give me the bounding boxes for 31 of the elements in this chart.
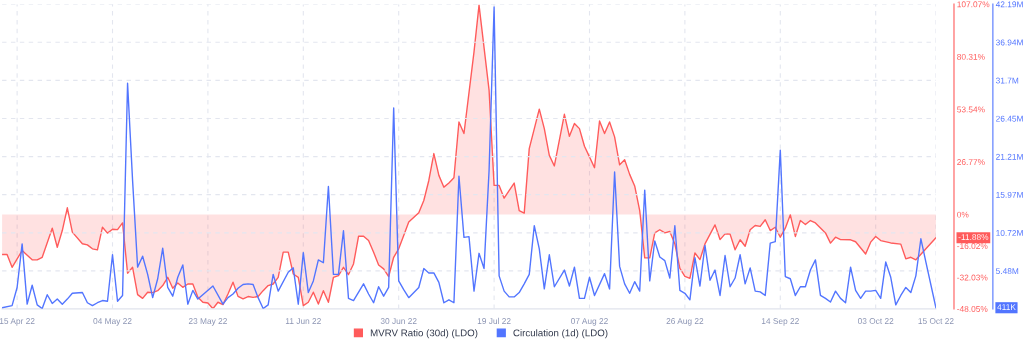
y-tick-label: -32.03% [957,274,988,281]
legend-label: Circulation (1d) (LDO) [513,329,608,339]
legend-label: MVRV Ratio (30d) (LDO) [370,329,478,339]
y2-tick-label: 5.48M [995,268,1019,274]
x-tick-label: 11 Jun 22 [285,318,321,324]
y-tick-label: -16.02% [957,243,988,250]
x-tick-label: 07 Aug 22 [571,318,608,326]
x-tick-label: 15 Oct 22 [918,318,954,324]
y2-tick-label: 26.45M [996,115,1023,122]
y2-tick-label: 10.72M [996,230,1023,236]
x-tick-label: 15 Apr 22 [0,318,35,326]
y-tick-label: 80.31% [957,53,985,60]
x-tick-label: 04 May 22 [93,318,132,326]
y2-tick-label: 31.7M [995,77,1019,84]
y2-tick-label: 42.19M [995,1,1023,8]
x-tick-label: 19 Jul 22 [477,317,511,324]
y2-tick-label: 21.21M [996,153,1023,160]
y-tick-label: 107.07% [957,1,990,8]
x-tick-label: 14 Sep 22 [761,318,799,326]
text: -11.88% [958,234,989,241]
x-tick-label: 26 Aug 22 [666,318,704,326]
y-tick-label: -48.05% [957,306,988,312]
text: 411K [997,304,1016,310]
y-tick-label: 0% [957,211,969,218]
y-tick-label: 26.77% [957,159,985,165]
x-tick-label: 03 Oct 22 [857,318,894,324]
x-tick-label: 30 Jun 22 [380,318,417,324]
y-tick-label: 53.54% [957,106,985,113]
x-tick-label: 23 May 22 [188,318,227,326]
y2-tick-label: 36.94M [995,39,1023,46]
y2-tick-label: 15.97M [996,191,1023,198]
